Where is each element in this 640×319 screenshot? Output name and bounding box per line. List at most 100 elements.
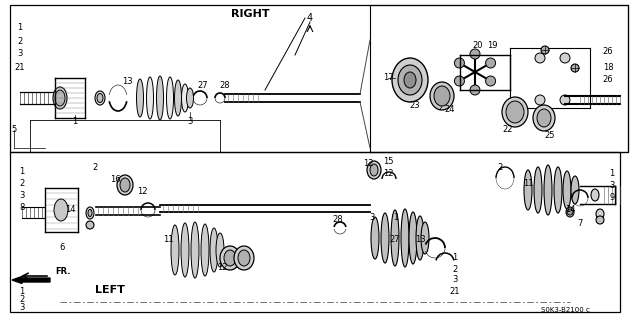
Text: 11: 11	[163, 235, 173, 244]
Text: 2: 2	[497, 164, 502, 173]
Circle shape	[535, 95, 545, 105]
Circle shape	[454, 58, 465, 68]
Text: 3: 3	[452, 276, 458, 285]
Ellipse shape	[502, 97, 528, 127]
Ellipse shape	[416, 216, 424, 260]
Circle shape	[470, 85, 480, 95]
Ellipse shape	[544, 165, 552, 215]
Ellipse shape	[182, 84, 189, 112]
Text: 26: 26	[603, 76, 613, 85]
Circle shape	[560, 95, 570, 105]
Text: 2: 2	[92, 162, 98, 172]
Circle shape	[571, 64, 579, 72]
Text: 12: 12	[383, 169, 393, 179]
Ellipse shape	[220, 246, 240, 270]
Text: 23: 23	[410, 101, 420, 110]
Ellipse shape	[566, 207, 574, 217]
Text: 21: 21	[450, 286, 460, 295]
Text: S0K3-B2100 c: S0K3-B2100 c	[541, 307, 590, 313]
Circle shape	[596, 216, 604, 224]
Ellipse shape	[97, 93, 103, 102]
Circle shape	[486, 58, 495, 68]
Text: 13: 13	[415, 235, 426, 244]
Text: 1: 1	[394, 213, 399, 222]
Ellipse shape	[186, 88, 193, 108]
Ellipse shape	[238, 250, 250, 266]
Circle shape	[86, 221, 94, 229]
Ellipse shape	[53, 87, 67, 109]
Text: 5: 5	[12, 125, 17, 135]
Text: 26: 26	[603, 48, 613, 56]
Circle shape	[470, 49, 480, 59]
Ellipse shape	[166, 77, 173, 119]
Text: 9: 9	[609, 194, 614, 203]
Text: 1: 1	[72, 117, 77, 127]
Circle shape	[535, 53, 545, 63]
Ellipse shape	[391, 210, 399, 266]
Text: 4: 4	[307, 13, 313, 23]
Text: 14: 14	[564, 205, 575, 214]
Text: 2: 2	[19, 180, 24, 189]
Ellipse shape	[216, 233, 224, 267]
Text: 11: 11	[523, 180, 533, 189]
Circle shape	[541, 46, 549, 54]
Ellipse shape	[596, 209, 604, 219]
Ellipse shape	[506, 101, 524, 123]
Text: 27: 27	[198, 80, 208, 90]
Text: 3: 3	[369, 213, 374, 222]
Text: 19: 19	[487, 41, 497, 49]
Text: 20: 20	[473, 41, 483, 49]
Text: FR.: FR.	[55, 268, 70, 277]
Text: 16: 16	[109, 175, 120, 184]
Ellipse shape	[171, 225, 179, 275]
Ellipse shape	[54, 199, 68, 221]
Text: 14: 14	[65, 205, 76, 214]
Ellipse shape	[421, 222, 429, 254]
Ellipse shape	[157, 76, 163, 120]
Text: 25: 25	[545, 130, 556, 139]
Text: 17: 17	[383, 73, 394, 83]
Circle shape	[454, 76, 465, 86]
Text: 13: 13	[122, 78, 132, 86]
Text: 1: 1	[17, 24, 22, 33]
Text: 15: 15	[383, 158, 393, 167]
Ellipse shape	[175, 80, 182, 116]
Ellipse shape	[95, 91, 105, 105]
Ellipse shape	[533, 105, 555, 131]
Text: 12: 12	[363, 159, 373, 167]
Ellipse shape	[88, 210, 92, 217]
Ellipse shape	[409, 212, 417, 264]
Ellipse shape	[591, 189, 599, 201]
Circle shape	[567, 209, 573, 215]
Bar	[370, 5, 628, 152]
Circle shape	[560, 53, 570, 63]
Text: 1: 1	[19, 287, 24, 296]
Text: 21: 21	[15, 63, 25, 71]
Text: 3: 3	[19, 191, 25, 201]
Ellipse shape	[537, 109, 551, 127]
Text: 12: 12	[137, 188, 147, 197]
Text: 28: 28	[220, 81, 230, 91]
Ellipse shape	[371, 217, 379, 259]
Ellipse shape	[381, 213, 389, 263]
Text: RIGHT: RIGHT	[230, 9, 269, 19]
Ellipse shape	[524, 170, 532, 210]
Text: 1: 1	[452, 254, 458, 263]
Text: 24: 24	[445, 106, 455, 115]
Ellipse shape	[147, 77, 154, 119]
Ellipse shape	[55, 90, 65, 106]
Ellipse shape	[234, 246, 254, 270]
Text: 12: 12	[217, 263, 227, 272]
Ellipse shape	[554, 167, 562, 213]
Bar	[10, 152, 620, 312]
Text: 2: 2	[17, 36, 22, 46]
Text: 27: 27	[390, 235, 400, 244]
Text: 7: 7	[577, 219, 582, 228]
Text: 3: 3	[19, 303, 25, 313]
Text: 2: 2	[19, 295, 24, 305]
Ellipse shape	[434, 86, 450, 106]
Text: 2: 2	[452, 264, 458, 273]
Text: 3: 3	[17, 49, 22, 58]
Text: LEFT: LEFT	[95, 285, 125, 295]
Ellipse shape	[210, 228, 218, 272]
